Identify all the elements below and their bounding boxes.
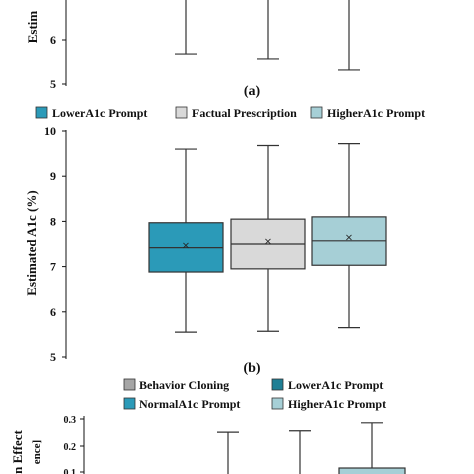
panel-b-y-tick-label: 6 — [50, 305, 56, 319]
panel-c: 0.3 0.2 0.1 n Effect ence] — [10, 415, 406, 474]
legend-label: HigherA1c Prompt — [288, 397, 386, 411]
legend-item-higher: HigherA1c Prompt — [271, 397, 386, 411]
mean-marker: × — [264, 236, 272, 247]
panel-b-y-tick-label: 10 — [44, 124, 56, 138]
panel-a-label: (a) — [244, 84, 261, 99]
legend-label: HigherA1c Prompt — [327, 106, 425, 120]
panel-b-y-axis-label: Estimated A1c (%) — [24, 190, 39, 295]
legend-swatch — [175, 106, 188, 119]
mean-marker: × — [345, 233, 353, 244]
box-3: × — [311, 143, 387, 329]
panel-b-legend: LowerA1c Prompt Factual Prescription Hig… — [35, 106, 425, 120]
panel-a: 6 5 Estim (a) — [25, 0, 360, 99]
panel-b-y-tick-label: 9 — [50, 169, 56, 183]
panel-b-y-tick-label: 5 — [50, 350, 56, 364]
panel-c-y-axis-label-2: ence] — [31, 440, 43, 464]
legend-item-lower: LowerA1c Prompt — [35, 106, 147, 120]
panel-c-iqr-box — [338, 467, 406, 474]
panel-b-y-tick-label: 8 — [50, 214, 56, 228]
legend-swatch — [271, 397, 284, 410]
legend-swatch — [123, 397, 136, 410]
panel-a-y-axis-label: Estim — [25, 11, 40, 44]
panel-a-marks — [175, 0, 360, 71]
panel-b-marks: × × × — [148, 143, 387, 333]
panel-b-y-tick-label: 7 — [50, 260, 56, 274]
panel-b-y-ticks: 5 6 7 8 9 10 — [44, 124, 66, 364]
panel-c-y-tick-label: 0.3 — [64, 415, 77, 426]
legend-swatch — [271, 378, 284, 391]
mean-marker: × — [182, 240, 190, 251]
legend-swatch — [310, 106, 323, 119]
legend-item-lower: LowerA1c Prompt — [271, 378, 383, 392]
legend-item-behavior: Behavior Cloning — [123, 378, 229, 392]
legend-item-normal: NormalA1c Prompt — [123, 397, 240, 411]
legend-label: Factual Prescription — [192, 106, 297, 120]
panel-c-y-axis-label: n Effect — [10, 429, 25, 473]
legend-label: LowerA1c Prompt — [52, 106, 147, 120]
legend-swatch — [123, 378, 136, 391]
legend-item-factual: Factual Prescription — [175, 106, 297, 120]
panel-c-y-tick-label: 0.2 — [64, 442, 77, 453]
panel-a-y-tick-label: 6 — [50, 33, 56, 47]
panel-b: 5 6 7 8 9 10 Estimated A1c (%) × × × (b) — [24, 124, 387, 376]
legend-swatch — [35, 106, 48, 119]
legend-label: Behavior Cloning — [139, 378, 229, 392]
legend-item-higher: HigherA1c Prompt — [310, 106, 425, 120]
panel-a-y-tick-label: 5 — [50, 77, 56, 91]
box-2: × — [230, 144, 306, 332]
panel-c-legend: Behavior Cloning LowerA1c Prompt NormalA… — [123, 378, 386, 411]
panel-c-y-tick-label: 0.1 — [64, 468, 77, 474]
panel-c-marks — [217, 422, 406, 474]
legend-label: NormalA1c Prompt — [139, 397, 240, 411]
panel-b-label: (b) — [243, 361, 260, 376]
legend-label: LowerA1c Prompt — [288, 378, 383, 392]
box-1: × — [148, 148, 224, 333]
